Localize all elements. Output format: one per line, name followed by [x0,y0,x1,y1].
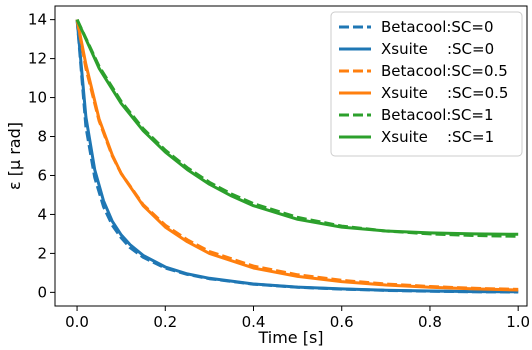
plot-frame [54,5,528,307]
y-tick-label-6: 12 [28,50,47,68]
legend-label-5: Xsuite :SC=1 [381,128,494,146]
x-tick-label-4: 0.8 [418,313,442,331]
legend-label-2: Betacool:SC=0.5 [381,62,508,80]
series-line-3 [75,19,519,292]
y-tick-label-4: 8 [37,128,47,146]
x-tick-label-2: 0.4 [242,313,266,331]
legend: Betacool:SC=0 Xsuite :SC=0 Betacool:SC=0.5… [330,11,523,157]
y-tick-label-0: 0 [37,283,47,301]
legend-label-0: Betacool:SC=0 [381,18,494,36]
legend-label-1: Xsuite :SC=0 [381,40,494,58]
x-tick-label-0: 0.0 [65,313,89,331]
y-tick-label-2: 4 [37,205,47,223]
x-tick-label-3: 0.6 [330,313,354,331]
y-tick-label-3: 6 [37,166,47,184]
data-layer [75,18,519,294]
ticks-layer: 0.0 0.2 0.4 0.6 0.8 1.0 0 2 4 6 8 10 12 14 [28,11,530,331]
y-tick-label-7: 14 [28,11,47,29]
x-axis-label: Time [s] [257,328,323,347]
y-axis-label: ε [μ rad] [5,122,24,190]
x-tick-label-1: 0.2 [153,313,177,331]
y-tick-label-1: 2 [37,244,47,262]
legend-label-4: Betacool:SC=1 [381,106,494,124]
legend-box [330,11,523,157]
y-tick-label-5: 10 [28,89,47,107]
series-line-5 [75,18,519,236]
series-line-1 [75,19,519,294]
x-tick-label-5: 1.0 [506,313,530,331]
legend-label-3: Xsuite :SC=0.5 [381,84,508,102]
